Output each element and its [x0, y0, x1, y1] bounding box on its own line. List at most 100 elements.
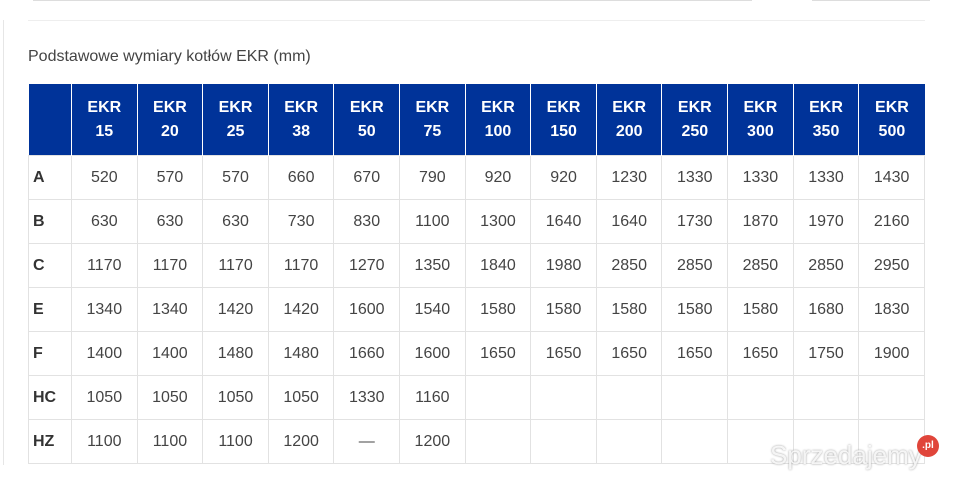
- column-header-line: EKR: [284, 98, 319, 116]
- column-header-line: EKR: [612, 98, 647, 116]
- table-row: E 1340 1340 1420 1420 1600 1540 1580 1580 1580 158…: [28, 287, 925, 332]
- column-header-line: EKR: [677, 98, 712, 116]
- dimensions-table: EKR 15 EKR 20 EKR 25 EKR 38 EKR 50 EKR 75 EKR 100 EKR 1…: [28, 84, 925, 464]
- table-cell: 1430: [858, 155, 925, 200]
- table-cell: 1400: [71, 331, 138, 376]
- table-cell: 1650: [464, 331, 532, 376]
- table-cell: 1170: [71, 243, 138, 288]
- table-cell: 1580: [595, 287, 663, 332]
- table-cell: 520: [71, 155, 138, 200]
- column-header-line: EKR: [875, 98, 909, 116]
- column-header-line: EKR: [809, 98, 843, 116]
- table-cell: 1350: [399, 243, 466, 288]
- column-header-line: EKR: [218, 98, 253, 116]
- table-cell: [661, 375, 729, 420]
- table-cell: [727, 375, 794, 420]
- table-cell: 1200: [267, 419, 335, 464]
- column-header: EKR 200: [595, 84, 662, 156]
- table-cell: 1100: [399, 199, 466, 244]
- column-header-line: 350: [812, 122, 840, 140]
- column-header: EKR 350: [792, 84, 859, 156]
- column-header-line: 100: [484, 122, 512, 140]
- table-cell: 2850: [661, 243, 729, 288]
- column-header-line: EKR: [153, 98, 187, 116]
- row-label: E: [28, 287, 72, 332]
- table-cell: 2850: [727, 243, 794, 288]
- table-cell: 670: [333, 155, 401, 200]
- column-header-line: 25: [226, 122, 245, 140]
- row-label: A: [28, 155, 72, 200]
- column-header: EKR 75: [399, 84, 466, 156]
- table-cell: 1540: [399, 287, 466, 332]
- table-cell: 1160: [399, 375, 466, 420]
- table-cell: 570: [136, 155, 204, 200]
- row-label: HC: [28, 375, 72, 420]
- table-cell: [464, 419, 532, 464]
- table-cell: 1100: [71, 419, 138, 464]
- table-cell: 1640: [595, 199, 663, 244]
- table-cell: 1970: [792, 199, 860, 244]
- top-divider: [33, 0, 752, 1]
- table-cell: 1330: [661, 155, 729, 200]
- table-cell: 630: [202, 199, 269, 244]
- table-cell: 2850: [792, 243, 860, 288]
- table-title: Podstawowe wymiary kotłów EKR (mm): [28, 48, 311, 65]
- table-cell: 1330: [727, 155, 794, 200]
- table-cell: 1660: [333, 331, 401, 376]
- column-header-line: EKR: [87, 98, 122, 116]
- row-label: C: [28, 243, 72, 288]
- table-cell: 660: [267, 155, 335, 200]
- column-header-line: 250: [681, 122, 709, 140]
- table-cell: 630: [71, 199, 138, 244]
- table-cell: 1650: [661, 331, 729, 376]
- table-cell: [661, 419, 729, 464]
- table-cell: 1050: [202, 375, 269, 420]
- table-row: HZ 1100 1100 1100 1200—1200: [28, 419, 925, 464]
- table-cell: 1750: [792, 331, 860, 376]
- table-cell: 2850: [595, 243, 663, 288]
- column-header: EKR 300: [727, 84, 794, 156]
- table-cell: 790: [399, 155, 466, 200]
- table-cell: 1050: [267, 375, 335, 420]
- watermark-logo: Sprzedajemy: [770, 440, 922, 470]
- watermark-badge: .pl: [917, 435, 939, 457]
- column-header: EKR 500: [858, 84, 925, 156]
- table-cell: 1900: [858, 331, 925, 376]
- table-cell: 1580: [530, 287, 597, 332]
- table-cell: 1330: [333, 375, 401, 420]
- table-cell: 1480: [202, 331, 269, 376]
- column-header-line: EKR: [415, 98, 450, 116]
- column-header-line: 20: [161, 122, 179, 140]
- table-cell: 1200: [399, 419, 466, 464]
- table-cell: 1650: [727, 331, 794, 376]
- table-cell: 1650: [530, 331, 597, 376]
- column-header: EKR 38: [267, 84, 334, 156]
- row-label: F: [28, 331, 72, 376]
- column-header: EKR 100: [464, 84, 531, 156]
- column-header-line: EKR: [546, 98, 581, 116]
- table-row: B 630 630 630 730 830 1100 1300 1640 1640 1730 1870…: [28, 199, 925, 244]
- column-header-line: EKR: [743, 98, 778, 116]
- table-cell: 1100: [136, 419, 204, 464]
- table-cell: [464, 375, 532, 420]
- table-cell: 830: [333, 199, 401, 244]
- column-header-line: EKR: [481, 98, 515, 116]
- table-cell: [858, 419, 925, 464]
- table-cell: 1870: [727, 199, 794, 244]
- table-cell: 570: [202, 155, 269, 200]
- table-cell: 1050: [136, 375, 204, 420]
- table-cell: 1580: [661, 287, 729, 332]
- table-cell: 1830: [858, 287, 925, 332]
- table-cell: 2950: [858, 243, 925, 288]
- table-cell: [858, 375, 925, 420]
- content-border: [3, 20, 4, 465]
- table-cell: 1100: [202, 419, 269, 464]
- table-cell: 1420: [267, 287, 335, 332]
- column-header-line: 500: [878, 122, 906, 140]
- column-header-line: EKR: [349, 98, 384, 116]
- table-cell: 1840: [464, 243, 532, 288]
- table-cell: 1580: [464, 287, 532, 332]
- column-header: EKR 150: [530, 84, 597, 156]
- column-header-line: 150: [550, 122, 577, 140]
- table-cell: 1650: [595, 331, 663, 376]
